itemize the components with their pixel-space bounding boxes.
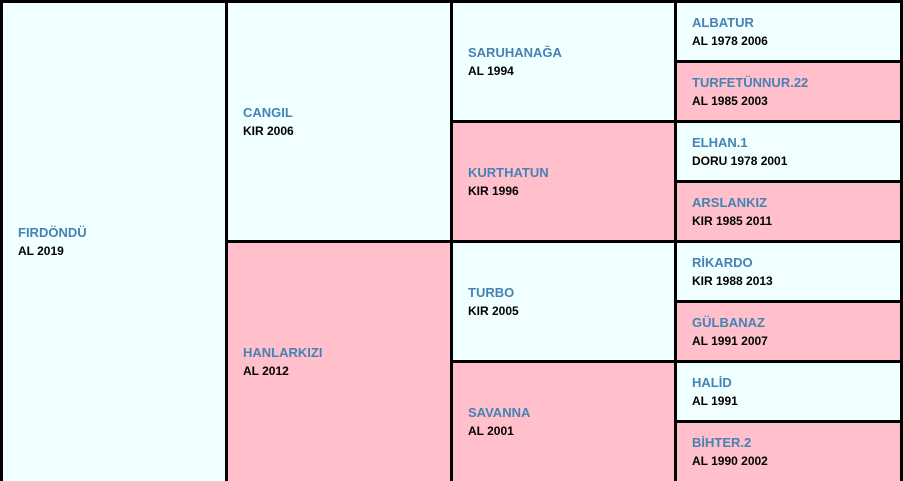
horse-name-link[interactable]: ARSLANKIZ xyxy=(692,194,768,210)
horse-name-link[interactable]: GÜLBANAZ xyxy=(692,314,765,330)
pedigree-cell-g3: TURFETÜNNUR.22 AL 1985 2003 xyxy=(677,63,900,120)
horse-name-link[interactable]: SAVANNA xyxy=(468,405,531,420)
horse-name-link[interactable]: CANGIL xyxy=(243,104,293,120)
pedigree-cell-g3: GÜLBANAZ AL 1991 2007 xyxy=(677,303,900,360)
pedigree-cell-sire: CANGIL KIR 2006 xyxy=(228,3,450,240)
horse-name-link[interactable]: TURFETÜNNUR.22 xyxy=(692,74,809,90)
pedigree-cell-dam-dam: SAVANNA AL 2001 xyxy=(453,363,674,481)
horse-info: KIR 1996 xyxy=(468,183,519,198)
horse-info: AL 1994 xyxy=(468,63,514,78)
horse-info: KIR 2005 xyxy=(468,303,519,318)
horse-name-link[interactable]: HANLARKIZI xyxy=(243,345,323,360)
pedigree-cell-subject: FIRDÖNDÜ AL 2019 xyxy=(3,3,225,481)
pedigree-cell-g3: ARSLANKIZ KIR 1985 2011 xyxy=(677,183,900,240)
horse-info: AL 2001 xyxy=(468,424,514,438)
horse-name-link[interactable]: BİHTER.2 xyxy=(692,435,752,450)
pedigree-cell-g3: RİKARDO KIR 1988 2013 xyxy=(677,243,900,300)
horse-info: AL 1978 2006 xyxy=(692,33,768,48)
pedigree-cell-g3: ELHAN.1 DORU 1978 2001 xyxy=(677,123,900,180)
horse-info: AL 1985 2003 xyxy=(692,93,768,108)
horse-info: AL 1991 2007 xyxy=(692,333,768,348)
pedigree-cell-sire-sire: SARUHANAĞA AL 1994 xyxy=(453,3,674,120)
pedigree-cell-sire-dam: KURTHATUN KIR 1996 xyxy=(453,123,674,240)
horse-name-link[interactable]: KURTHATUN xyxy=(468,164,549,180)
horse-name-link[interactable]: ALBATUR xyxy=(692,14,754,30)
pedigree-cell-g3: ALBATUR AL 1978 2006 xyxy=(677,3,900,60)
horse-name-link[interactable]: FIRDÖNDÜ xyxy=(18,225,87,240)
horse-info: AL 2019 xyxy=(18,244,64,258)
horse-name-link[interactable]: RİKARDO xyxy=(692,254,753,270)
horse-name-link[interactable]: TURBO xyxy=(468,284,515,300)
horse-name-link[interactable]: ELHAN.1 xyxy=(692,134,748,150)
pedigree-cell-dam: HANLARKIZI AL 2012 xyxy=(228,243,450,481)
horse-name-link[interactable]: SARUHANAĞA xyxy=(468,44,562,60)
horse-info: KIR 2006 xyxy=(243,123,294,138)
horse-info: AL 1990 2002 xyxy=(692,454,768,468)
pedigree-cell-g3: BİHTER.2 AL 1990 2002 xyxy=(677,423,900,481)
horse-info: AL 1991 xyxy=(692,393,738,408)
horse-info: KIR 1985 2011 xyxy=(692,213,773,228)
horse-info: AL 2012 xyxy=(243,364,289,378)
horse-info: DORU 1978 2001 xyxy=(692,153,788,168)
horse-info: KIR 1988 2013 xyxy=(692,273,773,288)
pedigree-cell-dam-sire: TURBO KIR 2005 xyxy=(453,243,674,360)
pedigree-cell-g3: HALİD AL 1991 xyxy=(677,363,900,420)
horse-name-link[interactable]: HALİD xyxy=(692,374,732,390)
